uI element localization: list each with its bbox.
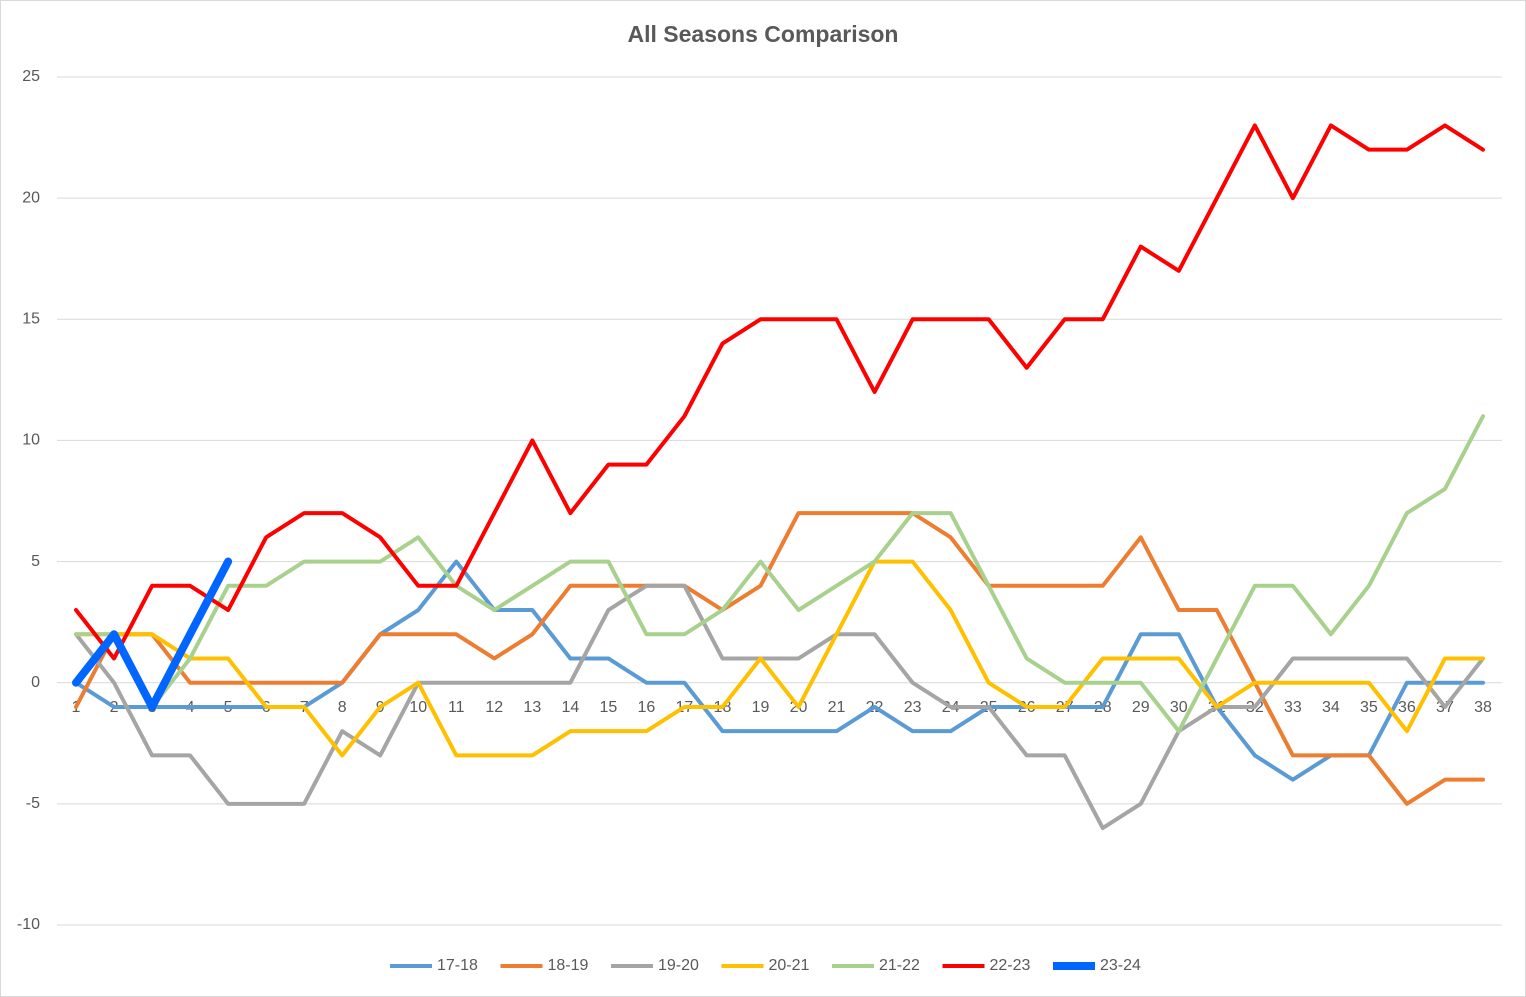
legend-label: 18-19 (548, 957, 589, 974)
x-tick-label: 34 (1322, 699, 1340, 716)
y-tick-label: 25 (22, 68, 40, 85)
series-line (72, 557, 233, 711)
legend-label: 22-23 (990, 957, 1031, 974)
series-line (74, 583, 1485, 831)
x-tick-label: 8 (338, 699, 347, 716)
x-tick-label: 11 (448, 699, 465, 716)
y-tick-label: -10 (17, 916, 40, 933)
x-tick-label: 33 (1284, 699, 1302, 716)
x-tick-label: 35 (1360, 699, 1378, 716)
x-tick-label: 36 (1398, 699, 1416, 716)
series-line (74, 559, 1485, 758)
y-tick-label: 20 (22, 189, 40, 206)
series-line (74, 123, 1485, 661)
series-line (74, 511, 1485, 806)
y-tick-label: 0 (31, 674, 40, 691)
x-tick-label: 29 (1132, 699, 1150, 716)
x-tick-label: 38 (1474, 699, 1492, 716)
x-tick-label: 30 (1170, 699, 1188, 716)
x-tick-label: 10 (409, 699, 427, 716)
series-line (74, 414, 1485, 734)
x-tick-label: 19 (752, 699, 770, 716)
y-tick-label: 5 (31, 553, 40, 570)
x-tick-label: 23 (904, 699, 922, 716)
y-tick-label: -5 (26, 795, 40, 812)
y-tick-label: 10 (22, 432, 40, 449)
x-tick-label: 12 (485, 699, 503, 716)
x-tick-label: 21 (828, 699, 846, 716)
x-tick-label: 13 (523, 699, 541, 716)
legend-label: 20-21 (769, 957, 810, 974)
legend-label: 17-18 (437, 957, 478, 974)
chart-title: All Seasons Comparison (628, 21, 899, 47)
x-tick-label: 14 (561, 699, 579, 716)
y-tick-label: 15 (22, 311, 40, 328)
x-tick-label: 15 (599, 699, 617, 716)
legend-label: 19-20 (658, 957, 699, 974)
legend-label: 21-22 (879, 957, 920, 974)
series-line (74, 559, 1485, 782)
x-tick-label: 16 (638, 699, 656, 716)
legend-label: 23-24 (1100, 957, 1141, 974)
